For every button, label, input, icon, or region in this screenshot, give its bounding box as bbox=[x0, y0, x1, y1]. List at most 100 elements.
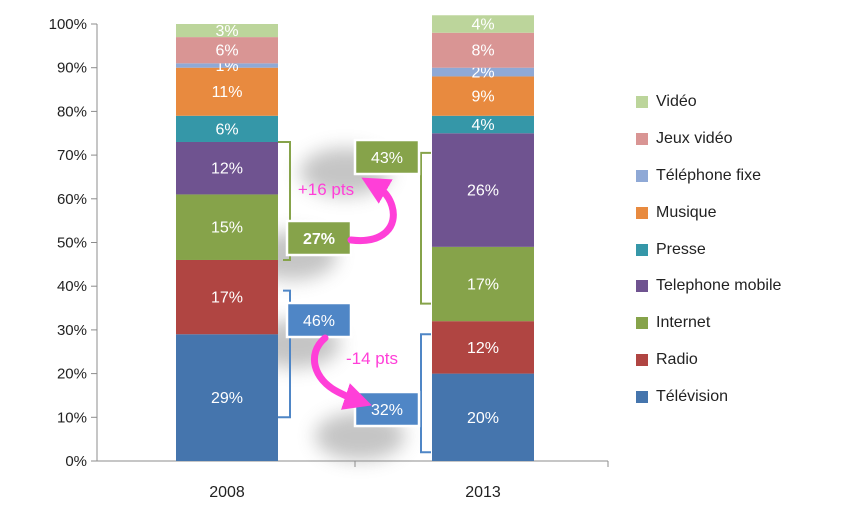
data-label: 9% bbox=[471, 89, 494, 106]
callout-2013-internet-mobile-label: 43% bbox=[371, 150, 403, 167]
x-tick-label: 2013 bbox=[465, 484, 501, 501]
data-label: 6% bbox=[215, 121, 238, 138]
legend-swatch bbox=[636, 206, 648, 219]
legend-item: Telephone mobile bbox=[636, 268, 781, 305]
change-label-increase: +16 pts bbox=[298, 180, 354, 199]
data-label: 11% bbox=[212, 84, 243, 101]
data-label: 8% bbox=[471, 43, 494, 60]
y-tick-label: 60% bbox=[57, 191, 87, 208]
legend-label: Telephone mobile bbox=[656, 277, 782, 295]
bars: 29%17%15%12%6%11%1%6%3%20%12%17%26%4%9%2… bbox=[176, 15, 534, 461]
annotations: 27% 43% 46% 32% +16 pts -14 pts bbox=[278, 138, 431, 454]
callout-2013-tv-radio-label: 32% bbox=[371, 402, 403, 419]
bar-segment bbox=[176, 334, 278, 461]
arrow-decrease bbox=[311, 334, 372, 410]
legend-item: Internet bbox=[636, 305, 781, 342]
legend-item: Jeux vidéo bbox=[636, 121, 781, 158]
legend-label: Radio bbox=[656, 350, 698, 368]
y-tick-label: 20% bbox=[57, 366, 87, 383]
callout-2008-tv-radio: 46% bbox=[285, 301, 353, 339]
bar-segment bbox=[432, 321, 534, 374]
legend-label: Presse bbox=[656, 240, 706, 258]
callout-2008-tv-radio-box bbox=[285, 301, 353, 339]
legend-item: Presse bbox=[636, 231, 781, 268]
bar-segment bbox=[432, 373, 534, 461]
bar-segment bbox=[176, 259, 278, 335]
data-label: 17% bbox=[467, 277, 499, 294]
legend-swatch bbox=[636, 243, 648, 256]
bracket-2008-tv-radio bbox=[278, 289, 291, 419]
bar-segment bbox=[176, 63, 278, 68]
arrow-increase bbox=[347, 177, 397, 245]
legend-label: Musique bbox=[656, 203, 717, 221]
legend-swatch bbox=[636, 280, 648, 293]
y-tick-label: 50% bbox=[57, 235, 87, 252]
data-label: 4% bbox=[471, 17, 494, 34]
bracket-2008-internet-mobile bbox=[278, 140, 291, 261]
y-tick-label: 0% bbox=[65, 453, 87, 470]
legend: Vidéo Jeux vidéo Téléphone fixe Musique Pres… bbox=[636, 84, 781, 415]
x-tick-label: 2008 bbox=[209, 484, 245, 501]
legend-swatch bbox=[636, 390, 648, 403]
bar-segment bbox=[432, 15, 534, 33]
data-label: 20% bbox=[467, 410, 499, 427]
y-tick-label: 100% bbox=[49, 16, 87, 33]
legend-label: Télévision bbox=[656, 387, 729, 405]
legend-swatch bbox=[636, 169, 648, 182]
legend-item: Téléphone fixe bbox=[636, 158, 781, 195]
data-label: 4% bbox=[471, 117, 494, 134]
bar-segment bbox=[176, 24, 278, 38]
bar-segment bbox=[176, 67, 278, 116]
legend-swatch bbox=[636, 353, 648, 366]
callout-2013-internet-mobile: 43% bbox=[353, 138, 421, 176]
bar-segment bbox=[432, 76, 534, 116]
callout-2008-internet-mobile-box bbox=[285, 219, 353, 257]
bar-segment bbox=[432, 32, 534, 68]
legend-item: Vidéo bbox=[636, 84, 781, 121]
y-tick-label: 90% bbox=[57, 60, 87, 77]
data-label: 2% bbox=[471, 65, 494, 82]
bar-segment bbox=[432, 246, 534, 322]
legend-item: Musique bbox=[636, 194, 781, 231]
legend-label: Téléphone fixe bbox=[656, 166, 761, 184]
callout-2013-tv-radio: 32% bbox=[353, 390, 421, 428]
bar-segment bbox=[176, 115, 278, 142]
y-tick-label: 10% bbox=[57, 409, 87, 426]
bracket-2013-internet-mobile bbox=[420, 151, 431, 305]
bar-segment bbox=[176, 141, 278, 195]
data-label: 3% bbox=[215, 23, 238, 40]
y-tick-label: 30% bbox=[57, 322, 87, 339]
data-label: 6% bbox=[215, 43, 238, 60]
callout-2008-internet-mobile-label: 27% bbox=[303, 231, 335, 248]
bar-segment bbox=[176, 37, 278, 64]
legend-swatch bbox=[636, 96, 648, 109]
change-label-decrease: -14 pts bbox=[346, 349, 398, 368]
legend-label: Jeux vidéo bbox=[656, 130, 733, 148]
data-label: 15% bbox=[211, 220, 243, 237]
data-label: 12% bbox=[211, 161, 243, 178]
bracket-2013-tv-radio bbox=[420, 333, 431, 454]
data-label: 17% bbox=[211, 290, 243, 307]
x-axis-labels: 2008 2013 bbox=[209, 484, 501, 501]
bar-segment bbox=[432, 115, 534, 134]
callout-2013-internet-mobile-box bbox=[353, 138, 421, 176]
data-label: 29% bbox=[211, 390, 243, 407]
y-tick-label: 70% bbox=[57, 147, 87, 164]
bar-segment bbox=[432, 67, 534, 77]
data-label: 26% bbox=[467, 183, 499, 200]
y-axis: 0% 10% 20% 30% 40% 50% 60% 70% 80% 90% 100% bbox=[49, 16, 609, 470]
legend-label: Vidéo bbox=[656, 93, 697, 111]
data-label: 12% bbox=[467, 340, 499, 357]
legend-item: Radio bbox=[636, 342, 781, 379]
legend-label: Internet bbox=[656, 314, 711, 332]
bar-segment bbox=[176, 194, 278, 260]
callout-2008-internet-mobile: 27% bbox=[285, 219, 353, 257]
legend-swatch bbox=[636, 317, 648, 330]
callout-2008-tv-radio-label: 46% bbox=[303, 313, 335, 330]
y-tick-label: 80% bbox=[57, 103, 87, 120]
y-tick-label: 40% bbox=[57, 278, 87, 295]
bar-segment bbox=[432, 133, 534, 247]
legend-item: Télévision bbox=[636, 378, 781, 415]
legend-swatch bbox=[636, 133, 648, 146]
